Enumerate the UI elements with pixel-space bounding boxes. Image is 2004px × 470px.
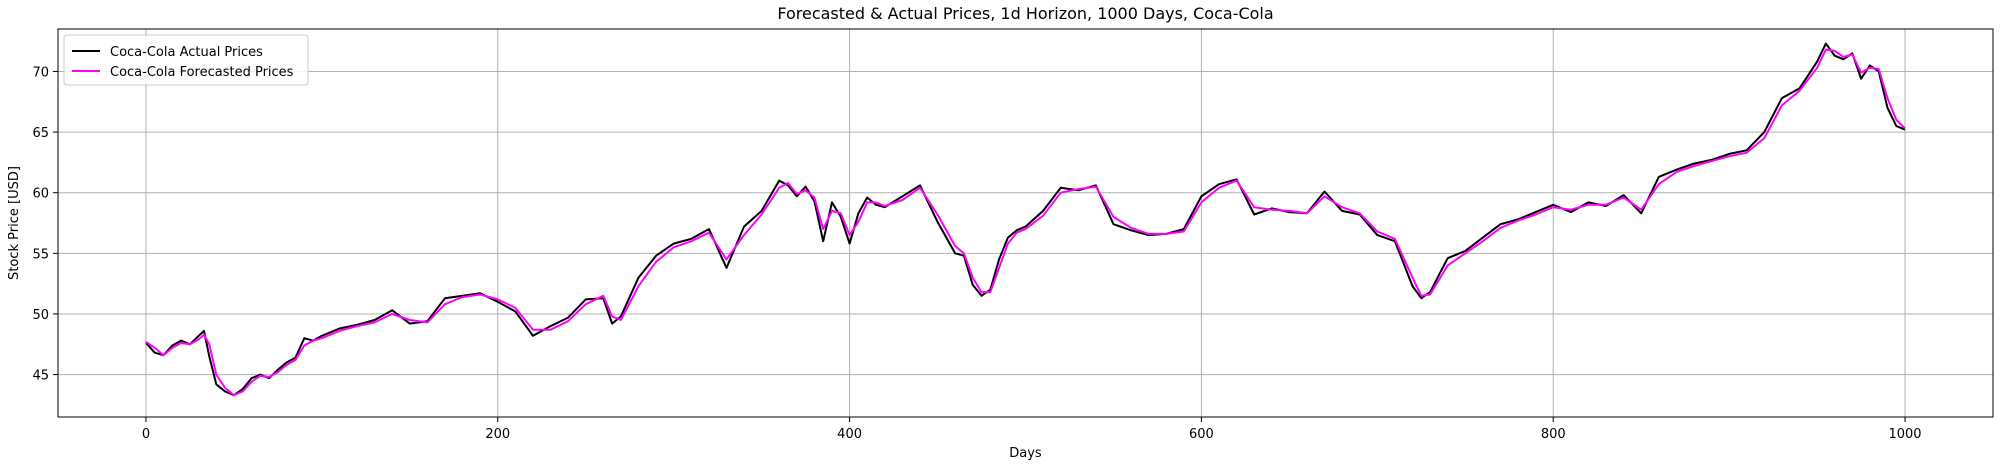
legend: Coca-Cola Actual Prices Coca-Cola Foreca… [63, 34, 309, 86]
y-tick-label: 55 [32, 247, 49, 262]
plot-frame [57, 28, 1994, 418]
x-axis: 0 200 400 600 800 1000 [142, 417, 1922, 442]
x-tick-label: 600 [1189, 427, 1214, 442]
x-tick-label: 0 [142, 427, 150, 442]
y-tick-label: 70 [32, 65, 49, 80]
y-axis-label: Stock Price [USD] [7, 166, 22, 280]
y-tick-label: 60 [32, 187, 49, 202]
legend-label-forecast: Coca-Cola Forecasted Prices [110, 65, 294, 80]
y-tick-label: 65 [32, 126, 49, 141]
x-tick-label: 800 [1541, 427, 1566, 442]
x-tick-label: 1000 [1888, 427, 1921, 442]
y-tick-label: 45 [32, 369, 49, 384]
grid [58, 29, 1993, 417]
legend-box [63, 34, 309, 86]
x-axis-label: Days [1009, 446, 1042, 461]
x-tick-label: 200 [485, 427, 510, 442]
legend-label-actual: Coca-Cola Actual Prices [110, 45, 263, 60]
y-tick-label: 50 [32, 308, 49, 323]
x-tick-label: 400 [837, 427, 862, 442]
chart-title: Forecasted & Actual Prices, 1d Horizon, … [777, 4, 1273, 23]
y-axis: 45 50 55 60 65 70 [32, 65, 58, 384]
series-line-forecast [145, 48, 1906, 397]
series-layer [145, 42, 1906, 397]
series-line-actual [145, 42, 1906, 397]
